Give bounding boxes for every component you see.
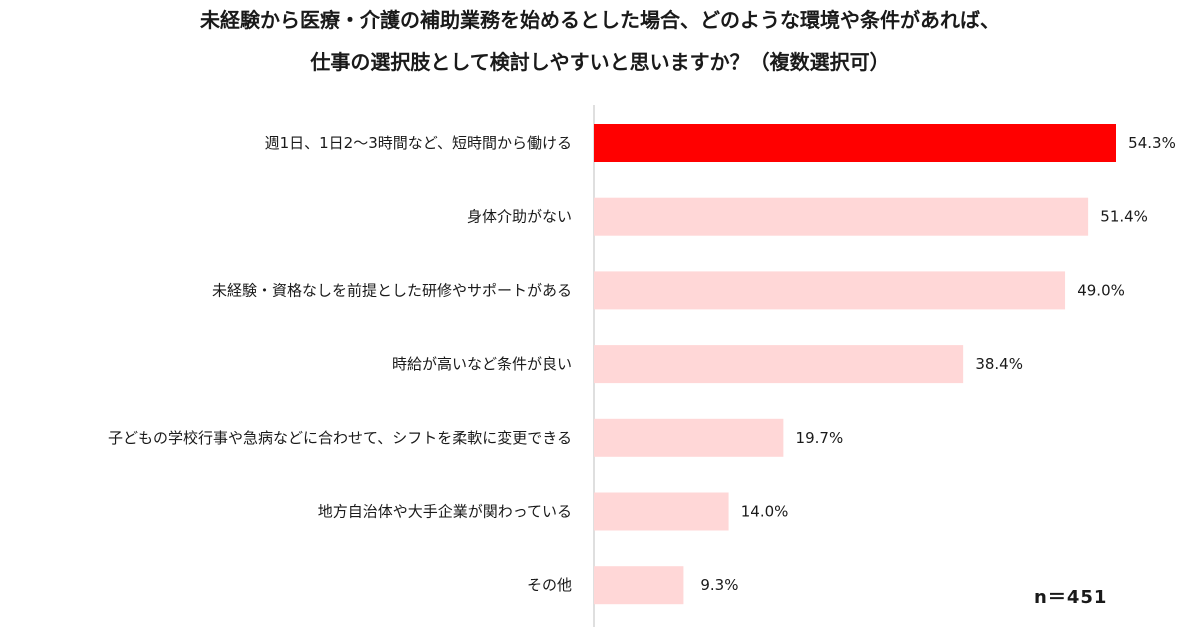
value-label: 9.3%: [700, 576, 738, 594]
sample-size-label: n＝451: [1034, 587, 1108, 608]
value-label: 54.3%: [1128, 134, 1176, 152]
value-label: 14.0%: [741, 503, 789, 521]
chart-title-line-1: 未経験から医療・介護の補助業務を始めるとした場合、どのような環境や条件があれば、: [200, 8, 1000, 32]
chart-title-line-2: 仕事の選択肢として検討しやすいと思いますか？（複数選択可）: [310, 50, 890, 74]
category-label: 時給が高いなど条件が良い: [392, 355, 572, 373]
value-label: 49.0%: [1077, 281, 1125, 299]
bar: [594, 492, 729, 531]
bar: [594, 418, 784, 457]
bar-highlighted: [594, 124, 1116, 162]
category-label: 未経験・資格なしを前提とした研修やサポートがある: [212, 281, 572, 299]
value-label: 38.4%: [975, 355, 1023, 373]
bar: [594, 197, 1089, 236]
bar: [594, 566, 684, 605]
category-label: 週1日、1日2～3時間など、短時間から働ける: [265, 134, 572, 152]
category-label: 地方自治体や大手企業が関わっている: [318, 503, 572, 521]
category-label: その他: [527, 576, 572, 594]
category-label: 身体介助がない: [467, 208, 572, 226]
category-label: 子どもの学校行事や急病などに合わせて、シフトを柔軟に変更できる: [108, 429, 572, 447]
bar: [594, 271, 1066, 310]
value-label: 51.4%: [1100, 208, 1148, 226]
value-label: 19.7%: [796, 429, 844, 447]
bar: [594, 345, 964, 384]
